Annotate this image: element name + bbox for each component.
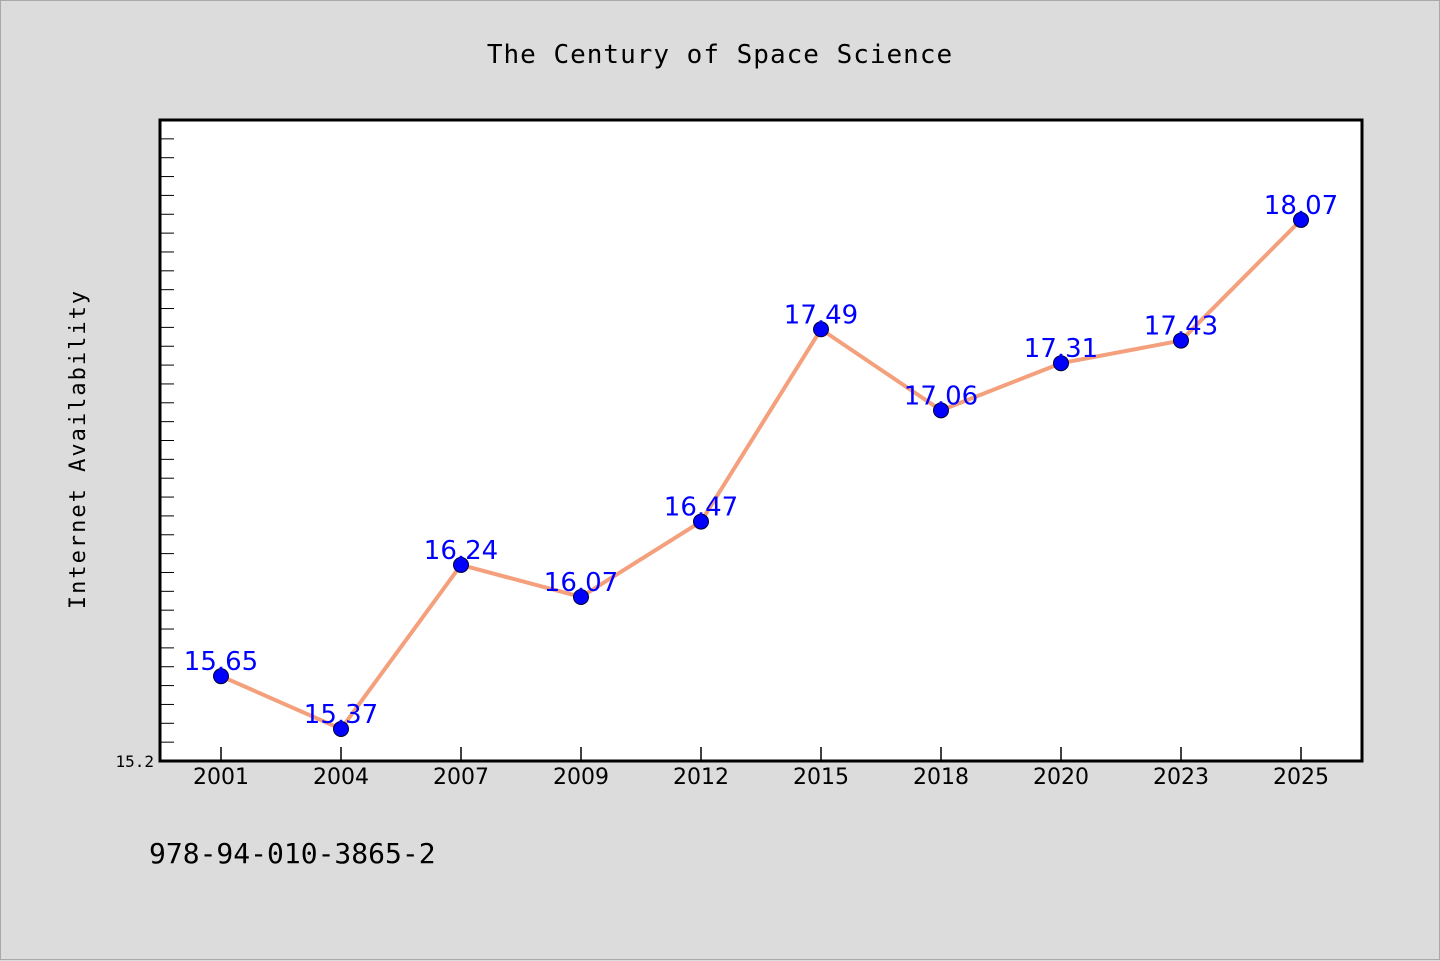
data-label: 17.43 [1144,312,1218,342]
x-tick-label: 2004 [313,765,369,790]
data-point [933,402,949,419]
data-point [1173,332,1189,349]
data-label: 17.06 [904,381,978,411]
x-tick-label: 2020 [1033,765,1089,790]
data-label: 17.49 [784,300,858,330]
data-point [1053,355,1069,372]
data-label: 17.31 [1024,334,1098,364]
x-tick-label: 2009 [553,765,609,790]
x-tick-label: 2025 [1273,765,1329,790]
y-tick-label: 15.2 [115,752,154,771]
x-tick-label: 2012 [673,765,729,790]
data-point [213,668,229,685]
data-label: 16.47 [664,493,738,523]
series-line [220,218,1303,731]
x-tick-label: 2015 [793,765,849,790]
data-point [573,588,589,605]
data-point [333,720,349,737]
data-label: 15.65 [184,647,258,677]
data-label: 16.24 [424,536,498,566]
data-label: 18.07 [1264,191,1338,221]
y-axis-ticks [160,119,174,762]
data-label: 16.07 [544,568,618,598]
data-label: 15.37 [304,700,378,730]
series-layer [213,211,1309,737]
y-axis-label: Internet Availability [66,289,91,609]
x-tick-label: 2018 [913,765,969,790]
x-tick-label: 2023 [1153,765,1209,790]
x-tick-label: 2007 [433,765,489,790]
data-labels: 15.65 15.37 16.24 16.07 16.47 17.49 17.06 17.31… [184,191,1338,730]
isbn-footer: 978-94-010-3865-2 [149,837,436,870]
data-point [813,321,829,338]
data-point [1293,211,1309,228]
chart-title: The Century of Space Science [487,40,953,70]
data-point [453,556,469,573]
x-axis: 2001 2004 2007 2009 2012 2015 2018 2020 2023 2025 [193,747,1329,790]
data-point [693,513,709,530]
plot-area [158,118,1364,763]
x-tick-label: 2001 [193,765,249,790]
